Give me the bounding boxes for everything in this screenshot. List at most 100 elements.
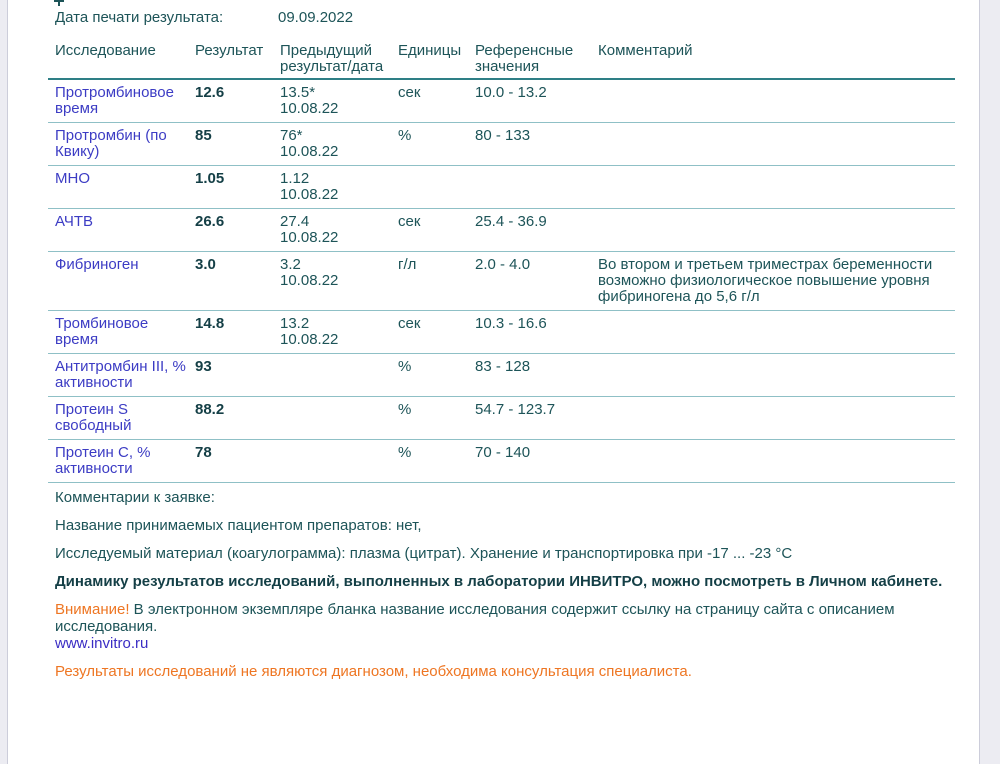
test-name-cell: Фибриноген: [48, 251, 195, 311]
result-cell: 78: [195, 439, 280, 483]
table-row: Протромбин (по Квику) 85 76* 10.08.22 % …: [48, 122, 955, 166]
test-name-cell: АЧТВ: [48, 208, 195, 252]
col-header-test: Исследование: [48, 41, 195, 80]
previous-result-cell: [280, 439, 398, 483]
table-row: Протеин C, % активности 78 % 70 - 140: [48, 439, 955, 483]
test-name-cell: Тромбиновое время: [48, 310, 195, 354]
result-cell: 93: [195, 353, 280, 397]
previous-result-cell: 13.2 10.08.22: [280, 310, 398, 354]
test-name-link[interactable]: Антитромбин III, % активности: [55, 358, 186, 391]
previous-result-value: 13.2: [280, 315, 310, 332]
units-cell: г/л: [398, 251, 475, 311]
reference-range-cell: 10.3 - 16.6: [475, 310, 598, 354]
test-name-cell: Протеин C, % активности: [48, 439, 195, 483]
previous-result-cell: [280, 396, 398, 440]
results-table-header-row: Исследование Результат Предыдущий резуль…: [48, 41, 955, 80]
medications-note: Название принимаемых пациентом препарато…: [55, 517, 422, 534]
previous-result-date: 10.08.22: [280, 229, 339, 246]
comment-cell: [598, 396, 955, 440]
page-margin-left: [0, 0, 8, 764]
comment-cell: [598, 165, 955, 209]
result-cell: 1.05: [195, 165, 280, 209]
comment-cell: Во втором и третьем триместрах беременно…: [598, 251, 955, 311]
comment-cell: [598, 439, 955, 483]
disclaimer-note: Результаты исследований не являются диаг…: [55, 663, 692, 680]
units-cell: %: [398, 122, 475, 166]
previous-result-value: 27.4: [280, 213, 310, 230]
previous-result-value: 13.5*: [280, 84, 316, 101]
test-name-link[interactable]: Протромбин (по Квику): [55, 127, 167, 160]
test-name-cell: Протромбин (по Квику): [48, 122, 195, 166]
test-name-link[interactable]: МНО: [55, 170, 90, 187]
comment-cell: [598, 310, 955, 354]
invitro-website-link[interactable]: www.invitro.ru: [55, 635, 149, 652]
reference-range-cell: 2.0 - 4.0: [475, 251, 598, 311]
result-cell: 14.8: [195, 310, 280, 354]
units-cell: %: [398, 353, 475, 397]
previous-result-cell: 13.5* 10.08.22: [280, 79, 398, 123]
reference-range-cell: [475, 165, 598, 209]
reference-range-cell: 80 - 133: [475, 122, 598, 166]
lab-report-page: Дата печати результата: 09.09.2022 Иссле…: [48, 0, 955, 691]
table-row: Антитромбин III, % активности 93 % 83 - …: [48, 353, 955, 397]
print-date-label: Дата печати результата:: [55, 9, 224, 26]
previous-result-date: 10.08.22: [280, 331, 339, 348]
table-row: Протеин S свободный 88.2 % 54.7 - 123.7: [48, 396, 955, 440]
table-row: АЧТВ 26.6 27.4 10.08.22 сек 25.4 - 36.9: [48, 208, 955, 252]
test-name-cell: Протеин S свободный: [48, 396, 195, 440]
test-name-cell: Антитромбин III, % активности: [48, 353, 195, 397]
units-cell: сек: [398, 310, 475, 354]
result-cell: 85: [195, 122, 280, 166]
print-date-value: 09.09.2022: [278, 9, 354, 26]
previous-result-date: 10.08.22: [280, 143, 339, 160]
units-cell: %: [398, 396, 475, 440]
units-cell: сек: [398, 208, 475, 252]
reference-range-cell: 70 - 140: [475, 439, 598, 483]
col-header-result: Результат: [195, 41, 280, 80]
result-cell: 3.0: [195, 251, 280, 311]
test-name-cell: МНО: [48, 165, 195, 209]
reference-range-cell: 54.7 - 123.7: [475, 396, 598, 440]
previous-result-cell: 27.4 10.08.22: [280, 208, 398, 252]
test-name-link[interactable]: Протеин S свободный: [55, 401, 132, 434]
reference-range-cell: 83 - 128: [475, 353, 598, 397]
previous-result-date: 10.08.22: [280, 186, 339, 203]
result-cell: 88.2: [195, 396, 280, 440]
previous-result-cell: 3.2 10.08.22: [280, 251, 398, 311]
material-note: Исследуемый материал (коагулограмма): пл…: [55, 545, 793, 562]
units-cell: [398, 165, 475, 209]
table-row: Тромбиновое время 14.8 13.2 10.08.22 сек…: [48, 310, 955, 354]
test-name-link[interactable]: АЧТВ: [55, 213, 93, 230]
previous-result-date: 10.08.22: [280, 100, 339, 117]
attention-note: Внимание! В электронном экземпляре бланк…: [55, 601, 955, 652]
result-cell: 12.6: [195, 79, 280, 123]
col-header-comment: Комментарий: [598, 41, 955, 80]
comment-cell: [598, 353, 955, 397]
comment-cell: [598, 122, 955, 166]
previous-result-value: 3.2: [280, 256, 301, 273]
test-name-link[interactable]: Фибриноген: [55, 256, 139, 273]
print-date-row: Дата печати результата: 09.09.2022: [48, 9, 955, 26]
reference-range-cell: 25.4 - 36.9: [475, 208, 598, 252]
result-cell: 26.6: [195, 208, 280, 252]
previous-result-value: 76*: [280, 127, 303, 144]
col-header-units: Единицы: [398, 41, 475, 80]
test-name-link[interactable]: Протромбиновое время: [55, 84, 174, 117]
results-table-body: Протромбиновое время 12.6 13.5* 10.08.22…: [48, 79, 955, 483]
test-name-link[interactable]: Протеин C, % активности: [55, 444, 151, 477]
reference-range-cell: 10.0 - 13.2: [475, 79, 598, 123]
cutoff-text-fragment: [54, 0, 64, 6]
previous-result-value: 1.12: [280, 170, 310, 187]
attention-label: Внимание!: [55, 601, 130, 618]
previous-result-cell: 76* 10.08.22: [280, 122, 398, 166]
units-cell: сек: [398, 79, 475, 123]
col-header-reference: Референсные значения: [475, 41, 598, 80]
previous-result-cell: 1.12 10.08.22: [280, 165, 398, 209]
attention-text: В электронном экземпляре бланка название…: [55, 601, 895, 635]
previous-result-cell: [280, 353, 398, 397]
table-row: Фибриноген 3.0 3.2 10.08.22 г/л 2.0 - 4.…: [48, 251, 955, 311]
test-name-link[interactable]: Тромбиновое время: [55, 315, 149, 348]
order-comments-label: Комментарии к заявке:: [55, 489, 215, 506]
col-header-previous: Предыдущий результат/дата: [280, 41, 398, 80]
comment-cell: [598, 79, 955, 123]
